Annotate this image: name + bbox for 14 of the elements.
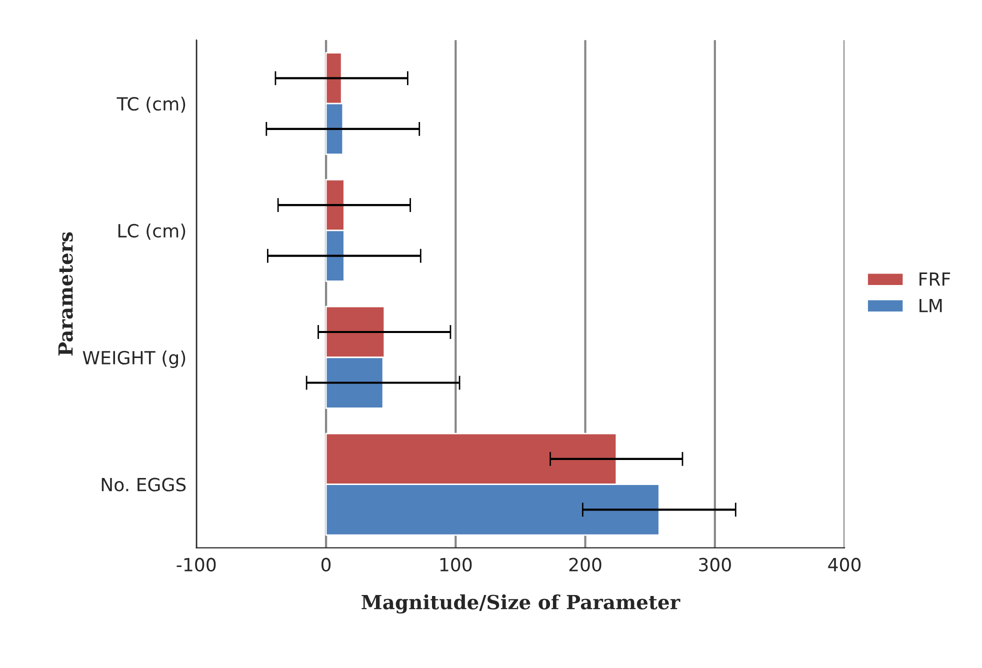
y-tick-label: LC (cm) [118,224,186,240]
y-tick-label: No. EGGS [102,478,186,492]
y-tick-label: TC (cm) [116,96,186,113]
x-axis-title: Magnitude/Size of Parameter [362,594,680,614]
x-tick-label: -100 [176,558,216,572]
x-tick-label: 0 [321,558,331,572]
x-tick-label: 100 [440,558,472,572]
x-tick-label: 300 [699,558,731,572]
x-tick-label: 200 [569,558,602,572]
legend-label: LM [920,298,942,312]
y-tick-label: WEIGHT (g) [82,350,186,368]
x-tick-label: 400 [828,558,861,572]
legend-label: FRF [920,272,950,286]
y-axis-title: Parameters [58,232,73,356]
